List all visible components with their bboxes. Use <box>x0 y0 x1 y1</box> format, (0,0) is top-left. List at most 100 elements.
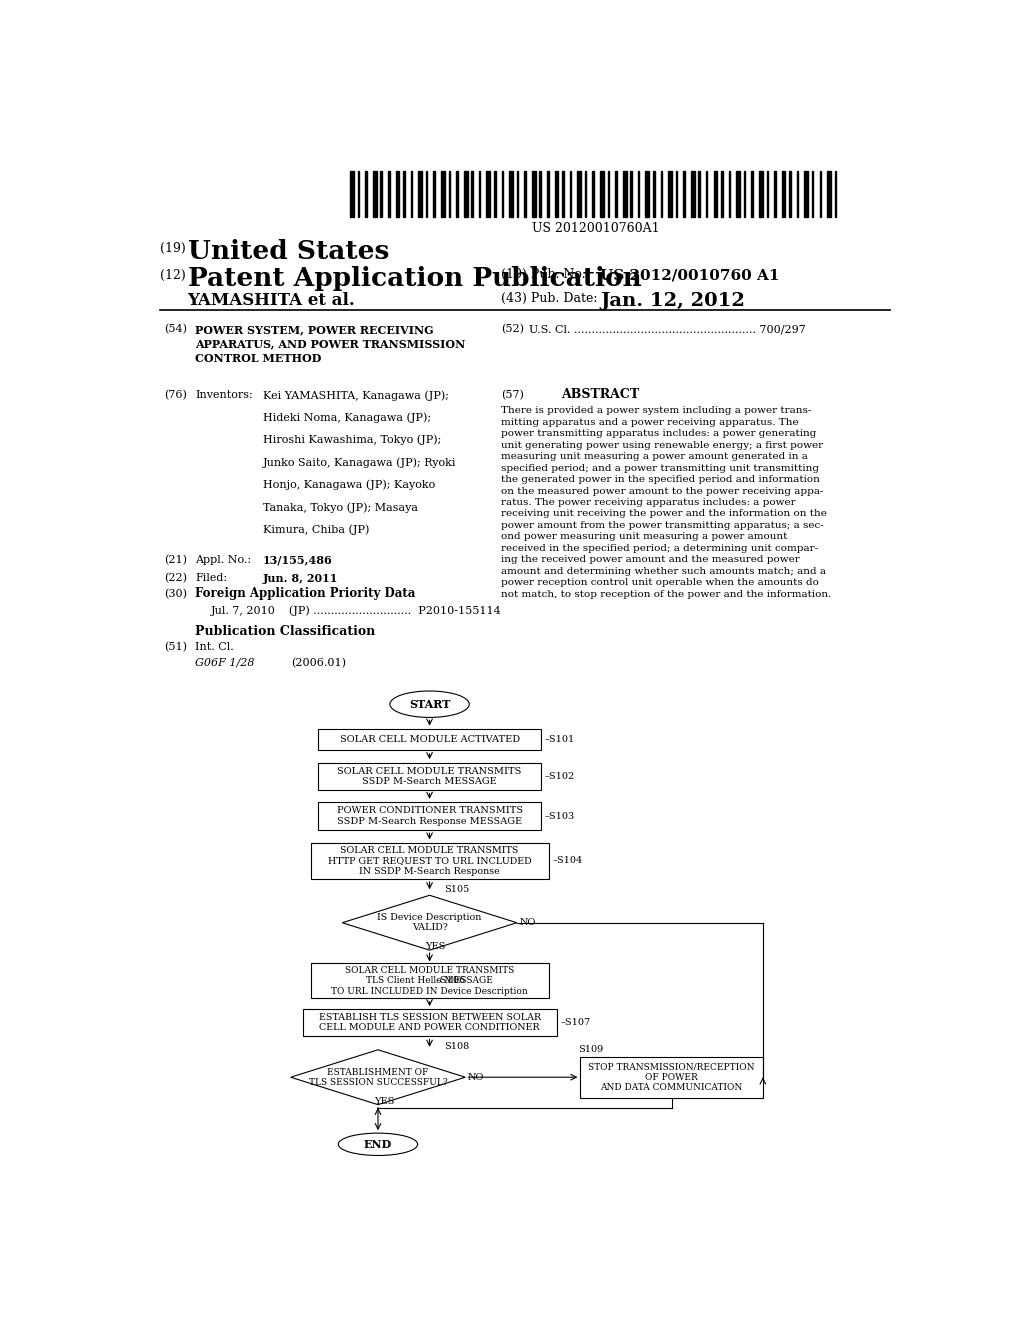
Bar <box>683 170 685 218</box>
Bar <box>691 170 694 218</box>
Text: There is provided a power system including a power trans-
mitting apparatus and : There is provided a power system includi… <box>501 407 831 598</box>
Bar <box>743 170 745 218</box>
Bar <box>721 170 723 218</box>
Text: Hideki Noma, Kanagawa (JP);: Hideki Noma, Kanagawa (JP); <box>263 412 431 424</box>
Text: –S101: –S101 <box>545 735 574 744</box>
Bar <box>827 170 830 218</box>
Text: Tanaka, Tokyo (JP); Masaya: Tanaka, Tokyo (JP); Masaya <box>263 502 418 512</box>
Text: ESTABLISH TLS SESSION BETWEEN SOLAR
CELL MODULE AND POWER CONDITIONER: ESTABLISH TLS SESSION BETWEEN SOLAR CELL… <box>318 1012 541 1032</box>
Text: S105: S105 <box>443 884 469 894</box>
Bar <box>555 170 558 218</box>
Bar <box>819 170 821 218</box>
Polygon shape <box>342 895 517 950</box>
Bar <box>456 170 458 218</box>
FancyBboxPatch shape <box>318 803 541 830</box>
Bar <box>706 170 708 218</box>
Text: Inventors:: Inventors: <box>196 391 253 400</box>
Text: U.S. Cl. .................................................... 700/297: U.S. Cl. ...............................… <box>528 325 806 334</box>
Text: S108: S108 <box>443 1043 469 1051</box>
Bar <box>790 170 791 218</box>
Text: Appl. No.:: Appl. No.: <box>196 554 252 565</box>
Bar <box>357 170 359 218</box>
Text: Jul. 7, 2010    (JP) ............................  P2010-155114: Jul. 7, 2010 (JP) ......................… <box>211 606 502 616</box>
Text: SOLAR CELL MODULE TRANSMITS
HTTP GET REQUEST TO URL INCLUDED
IN SSDP M-Search Re: SOLAR CELL MODULE TRANSMITS HTTP GET REQ… <box>328 846 531 875</box>
Bar <box>797 170 799 218</box>
Text: Kimura, Chiba (JP): Kimura, Chiba (JP) <box>263 524 370 535</box>
Text: Publication Classification: Publication Classification <box>196 624 376 638</box>
Text: (10) Pub. No.:: (10) Pub. No.: <box>501 268 590 281</box>
FancyBboxPatch shape <box>581 1057 763 1097</box>
Bar <box>729 170 730 218</box>
FancyBboxPatch shape <box>310 843 549 879</box>
Text: Int. Cl.: Int. Cl. <box>196 643 234 652</box>
Text: (12): (12) <box>160 269 185 282</box>
Text: ESTABLISHMENT OF
TLS SESSION SUCCESSFUL?: ESTABLISHMENT OF TLS SESSION SUCCESSFUL? <box>308 1068 447 1086</box>
Text: (52): (52) <box>501 325 524 334</box>
Bar <box>714 170 718 218</box>
Text: Patent Application Publication: Patent Application Publication <box>187 267 641 292</box>
Text: (19): (19) <box>160 242 185 255</box>
Bar <box>366 170 367 218</box>
Bar <box>388 170 389 218</box>
Text: –S103: –S103 <box>545 812 574 821</box>
Text: SOLAR CELL MODULE TRANSMITS
SSDP M-Search MESSAGE: SOLAR CELL MODULE TRANSMITS SSDP M-Searc… <box>337 767 522 787</box>
Text: (21): (21) <box>164 554 186 565</box>
Bar <box>509 170 513 218</box>
Bar <box>441 170 444 218</box>
Text: YES: YES <box>425 941 445 950</box>
Text: NO: NO <box>468 1073 484 1081</box>
Text: (43) Pub. Date:: (43) Pub. Date: <box>501 292 597 305</box>
Bar <box>381 170 382 218</box>
Text: Jun. 8, 2011: Jun. 8, 2011 <box>263 573 338 583</box>
Bar <box>781 170 785 218</box>
Text: Hiroshi Kawashima, Tokyo (JP);: Hiroshi Kawashima, Tokyo (JP); <box>263 434 441 445</box>
Bar <box>698 170 700 218</box>
Bar <box>660 170 663 218</box>
Bar <box>562 170 563 218</box>
Text: –S107: –S107 <box>560 1018 591 1027</box>
Text: 13/155,486: 13/155,486 <box>263 554 333 566</box>
Text: YES: YES <box>374 1097 394 1106</box>
Bar <box>805 170 808 218</box>
Text: –S106: –S106 <box>435 977 465 985</box>
Text: NO: NO <box>519 919 536 927</box>
Bar <box>433 170 435 218</box>
Text: YAMASHITA et al.: YAMASHITA et al. <box>187 292 355 309</box>
Bar <box>411 170 413 218</box>
Ellipse shape <box>338 1133 418 1155</box>
Text: (54): (54) <box>164 325 186 334</box>
Bar <box>623 170 627 218</box>
Bar <box>578 170 581 218</box>
FancyBboxPatch shape <box>303 1008 557 1036</box>
Bar <box>593 170 594 218</box>
Text: IS Device Description
VALID?: IS Device Description VALID? <box>378 913 481 932</box>
Bar <box>752 170 753 218</box>
Text: Filed:: Filed: <box>196 573 227 583</box>
Text: Kei YAMASHITA, Kanagawa (JP);: Kei YAMASHITA, Kanagawa (JP); <box>263 391 449 401</box>
Text: SOLAR CELL MODULE TRANSMITS
TLS Client Hello MESSAGE
TO URL INCLUDED IN Device D: SOLAR CELL MODULE TRANSMITS TLS Client H… <box>331 966 528 995</box>
Text: (57): (57) <box>501 391 524 400</box>
Text: –S104: –S104 <box>553 857 583 865</box>
Bar <box>736 170 740 218</box>
Bar <box>517 170 518 218</box>
Bar <box>569 170 571 218</box>
Text: United States: United States <box>187 239 389 264</box>
Text: Junko Saito, Kanagawa (JP); Ryoki: Junko Saito, Kanagawa (JP); Ryoki <box>263 457 457 467</box>
Text: (51): (51) <box>164 643 186 652</box>
Bar <box>471 170 473 218</box>
FancyBboxPatch shape <box>318 729 541 751</box>
Bar <box>350 170 354 218</box>
Text: ABSTRACT: ABSTRACT <box>561 388 639 401</box>
Bar <box>812 170 813 218</box>
Bar <box>479 170 480 218</box>
Text: START: START <box>409 698 451 710</box>
Text: Jan. 12, 2012: Jan. 12, 2012 <box>600 292 745 310</box>
Ellipse shape <box>390 690 469 718</box>
Bar <box>668 170 672 218</box>
Bar <box>774 170 775 218</box>
Text: G06F 1/28: G06F 1/28 <box>196 657 255 668</box>
Bar <box>638 170 639 218</box>
Text: STOP TRANSMISSION/RECEPTION
OF POWER
AND DATA COMMUNICATION: STOP TRANSMISSION/RECEPTION OF POWER AND… <box>589 1063 755 1092</box>
Bar <box>426 170 427 218</box>
Bar <box>631 170 632 218</box>
